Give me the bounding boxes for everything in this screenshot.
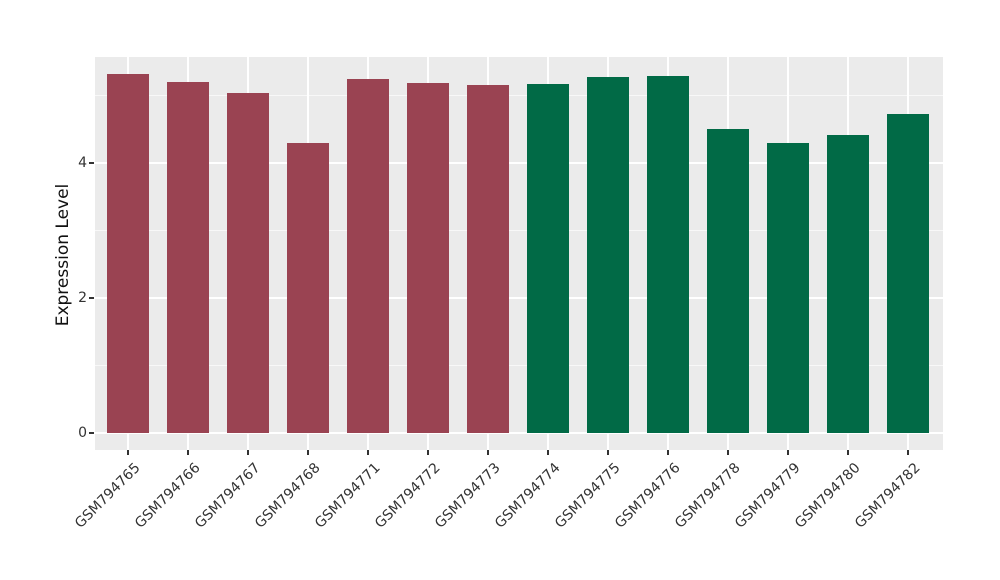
- gridline-horizontal-minor: [95, 365, 943, 366]
- plot-panel: [95, 57, 943, 450]
- bar-GSM794771: [347, 78, 389, 433]
- x-tick-mark: [187, 450, 189, 455]
- bar-GSM794776: [647, 75, 689, 433]
- bar-GSM794765: [107, 73, 149, 433]
- bar-GSM794780: [827, 135, 869, 433]
- x-tick-mark: [127, 450, 129, 455]
- x-tick-mark: [307, 450, 309, 455]
- bar-GSM794768: [287, 142, 329, 433]
- x-tick-mark: [427, 450, 429, 455]
- x-tick-mark: [607, 450, 609, 455]
- x-tick-mark: [367, 450, 369, 455]
- y-tick-mark: [89, 297, 94, 299]
- bar-GSM794775: [587, 77, 629, 433]
- y-tick-mark: [89, 162, 94, 164]
- gridline-horizontal-major: [95, 162, 943, 164]
- bar-GSM794767: [227, 92, 269, 433]
- bar-GSM794779: [767, 142, 809, 433]
- x-tick-mark: [547, 450, 549, 455]
- gridline-horizontal-minor: [95, 95, 943, 96]
- y-tick-mark: [89, 432, 94, 434]
- bar-GSM794778: [707, 129, 749, 433]
- x-tick-mark: [847, 450, 849, 455]
- x-tick-mark: [667, 450, 669, 455]
- x-tick-mark: [787, 450, 789, 455]
- x-tick-mark: [247, 450, 249, 455]
- gridline-horizontal-major: [95, 432, 943, 434]
- bar-GSM794772: [407, 82, 449, 433]
- gridline-horizontal-minor: [95, 230, 943, 231]
- bar-GSM794773: [467, 84, 509, 433]
- y-axis-title: Expression Level: [53, 183, 73, 327]
- x-tick-mark: [727, 450, 729, 455]
- y-tick-label: 0: [78, 425, 87, 441]
- bar-GSM794774: [527, 84, 569, 433]
- gridline-horizontal-major: [95, 297, 943, 299]
- x-tick-mark: [907, 450, 909, 455]
- y-tick-label: 2: [78, 290, 87, 306]
- bar-GSM794766: [167, 82, 209, 433]
- bar-GSM794782: [887, 113, 929, 433]
- y-tick-label: 4: [78, 155, 87, 171]
- x-tick-mark: [487, 450, 489, 455]
